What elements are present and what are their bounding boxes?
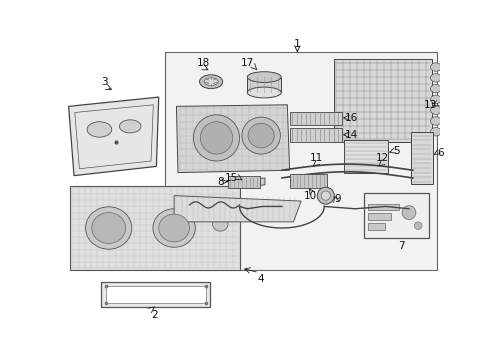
Bar — [334, 59, 432, 142]
Polygon shape — [176, 105, 290, 172]
Bar — [343, 140, 388, 172]
Bar — [70, 186, 240, 270]
Ellipse shape — [248, 123, 274, 148]
Ellipse shape — [431, 127, 441, 136]
Ellipse shape — [92, 213, 125, 243]
Text: 9: 9 — [334, 194, 341, 204]
Ellipse shape — [199, 75, 222, 89]
Bar — [165, 53, 438, 270]
Polygon shape — [69, 97, 159, 176]
Ellipse shape — [153, 209, 196, 247]
Ellipse shape — [87, 122, 112, 137]
Ellipse shape — [159, 214, 190, 242]
Ellipse shape — [242, 117, 280, 154]
Bar — [290, 112, 342, 125]
Text: 7: 7 — [398, 241, 405, 251]
Bar — [247, 77, 281, 93]
Ellipse shape — [213, 217, 228, 231]
Text: 4: 4 — [258, 274, 265, 284]
Text: 1: 1 — [294, 39, 301, 49]
Bar — [291, 174, 327, 188]
Text: 17: 17 — [241, 58, 254, 68]
Text: 10: 10 — [304, 191, 317, 201]
Ellipse shape — [120, 120, 141, 133]
Bar — [368, 204, 399, 210]
Text: 18: 18 — [197, 58, 210, 68]
Text: 5: 5 — [393, 146, 400, 156]
Ellipse shape — [247, 87, 281, 98]
Ellipse shape — [431, 106, 441, 114]
Ellipse shape — [431, 73, 441, 82]
Text: 16: 16 — [345, 113, 358, 123]
Bar — [368, 223, 385, 230]
Text: 12: 12 — [375, 153, 389, 163]
Bar — [106, 286, 206, 303]
Bar — [228, 176, 260, 188]
Text: 3: 3 — [101, 77, 108, 87]
Ellipse shape — [194, 115, 240, 161]
Bar — [101, 282, 210, 307]
Ellipse shape — [415, 222, 422, 230]
Ellipse shape — [247, 72, 281, 82]
Ellipse shape — [321, 191, 330, 200]
Ellipse shape — [200, 122, 233, 154]
Bar — [290, 128, 342, 142]
Ellipse shape — [431, 63, 441, 71]
Bar — [365, 193, 429, 238]
Ellipse shape — [431, 95, 441, 104]
Polygon shape — [245, 178, 265, 188]
Bar — [368, 213, 392, 220]
Ellipse shape — [431, 117, 441, 125]
Text: 6: 6 — [438, 148, 444, 158]
Text: 11: 11 — [310, 153, 323, 163]
Text: 15: 15 — [225, 173, 238, 183]
Ellipse shape — [86, 207, 132, 249]
Text: 13: 13 — [424, 100, 438, 110]
Text: 14: 14 — [345, 130, 358, 140]
Ellipse shape — [318, 187, 334, 204]
Text: 2: 2 — [151, 310, 158, 320]
Bar — [411, 132, 433, 184]
Polygon shape — [174, 195, 301, 222]
Text: 8: 8 — [218, 177, 224, 187]
Ellipse shape — [204, 78, 218, 86]
Ellipse shape — [402, 206, 416, 220]
Ellipse shape — [431, 84, 441, 93]
